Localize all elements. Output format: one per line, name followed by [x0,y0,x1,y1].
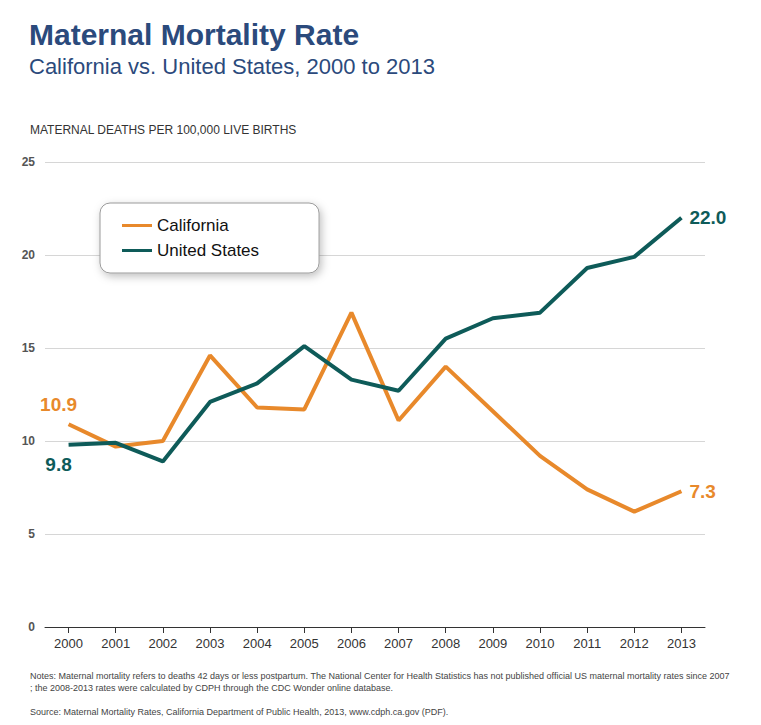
svg-text:0: 0 [28,620,35,634]
svg-text:2000: 2000 [54,636,83,651]
svg-text:2010: 2010 [526,636,555,651]
svg-text:7.3: 7.3 [689,481,715,502]
svg-text:Maternal Mortality Rate: Maternal Mortality Rate [29,18,359,51]
svg-text:22.0: 22.0 [689,207,726,228]
svg-text:2007: 2007 [384,636,413,651]
svg-text:2006: 2006 [337,636,366,651]
svg-text:California: California [157,216,229,235]
svg-text:Source: Maternal Mortality Rat: Source: Maternal Mortality Rates, Califo… [30,707,448,717]
svg-text:California vs. United States,: California vs. United States, 2000 to 20… [29,54,435,79]
svg-text:10.9: 10.9 [40,394,77,415]
svg-text:9.8: 9.8 [45,454,71,475]
svg-text:5: 5 [28,527,35,541]
svg-text:2003: 2003 [196,636,225,651]
svg-text:United States: United States [157,241,259,260]
svg-text:2008: 2008 [431,636,460,651]
svg-text:2005: 2005 [290,636,319,651]
svg-text:MATERNAL DEATHS PER 100,000 LI: MATERNAL DEATHS PER 100,000 LIVE BIRTHS [30,123,296,137]
svg-text:2011: 2011 [573,636,601,651]
svg-text:10: 10 [22,434,36,448]
svg-text:20: 20 [22,248,36,262]
svg-text:2001: 2001 [101,636,130,651]
svg-text:; the 2008-2013 rates were cal: ; the 2008-2013 rates were calculated by… [30,683,393,693]
svg-text:15: 15 [22,341,36,355]
svg-text:2002: 2002 [148,636,177,651]
svg-text:25: 25 [22,155,36,169]
svg-text:2004: 2004 [243,636,272,651]
svg-text:Notes: Maternal mortality refe: Notes: Maternal mortality refers to deat… [30,671,730,681]
svg-text:2012: 2012 [620,636,649,651]
svg-text:2013: 2013 [667,636,696,651]
svg-text:2009: 2009 [478,636,507,651]
